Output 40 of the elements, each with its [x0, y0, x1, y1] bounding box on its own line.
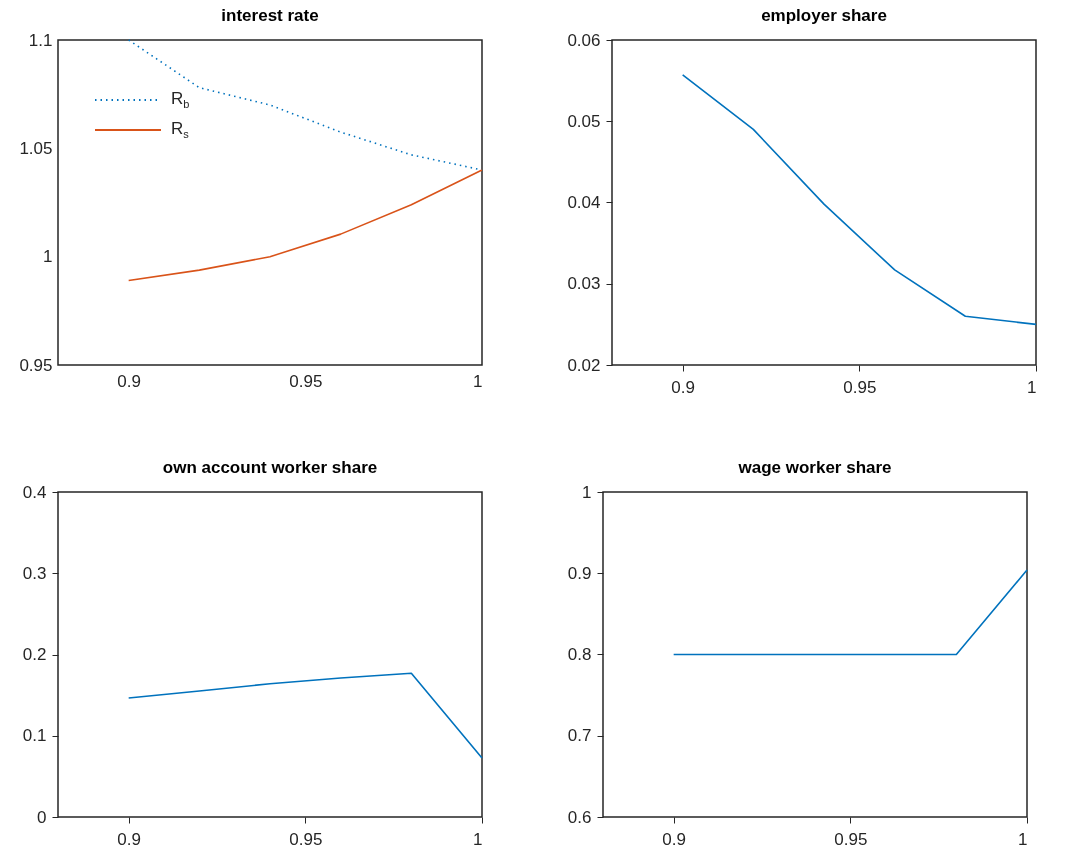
- y-tick-label: 0.95: [19, 355, 53, 375]
- line-series: [127, 672, 483, 759]
- x-tick-label: 0.95: [834, 829, 868, 849]
- legend-label: R$_{b}$: [171, 88, 190, 111]
- x-tick-label: 1: [1027, 377, 1037, 397]
- y-tick-label: 1.1: [28, 30, 53, 50]
- y-tick-label: 0.1: [22, 726, 47, 746]
- x-tick-label: 1: [473, 371, 483, 391]
- x-tick-label: 1: [473, 829, 483, 849]
- chart-title: wage worker share: [737, 458, 892, 477]
- y-tick-label: 0.9: [567, 563, 592, 583]
- y-tick-label: 0.4: [22, 482, 47, 502]
- y-tick-label: 0.7: [567, 726, 592, 746]
- x-tick-label: 0.95: [843, 377, 877, 397]
- chart-title: own account worker share: [162, 458, 378, 477]
- line-series: [127, 169, 483, 282]
- y-tick-label: 0.3: [22, 563, 47, 583]
- y-tick-label: 1: [43, 247, 53, 267]
- y-tick-label: 1.05: [19, 138, 53, 158]
- x-tick-label: 0.9: [117, 829, 141, 849]
- y-tick-label: 1: [582, 482, 592, 502]
- legend-label: R$_{s}$: [171, 118, 189, 141]
- y-tick-label: 0.8: [567, 645, 592, 664]
- y-tick-label: 0.2: [22, 645, 47, 664]
- chart-title: employer share: [761, 6, 887, 25]
- y-tick-label: 0: [37, 807, 47, 827]
- y-tick-label: 0.04: [567, 193, 601, 212]
- x-tick-label: 0.95: [289, 829, 323, 849]
- x-tick-label: 0.9: [117, 371, 141, 391]
- x-tick-label: 1: [1018, 829, 1028, 849]
- y-tick-label: 0.05: [567, 111, 601, 131]
- x-tick-label: 0.9: [662, 829, 686, 849]
- y-tick-label: 0.6: [567, 807, 592, 827]
- y-tick-label: 0.02: [567, 355, 601, 375]
- y-tick-label: 0.03: [567, 274, 601, 294]
- y-tick-label: 0.06: [567, 30, 601, 50]
- x-tick-label: 0.9: [671, 377, 695, 397]
- chart-title: interest rate: [221, 6, 319, 25]
- line-series: [681, 74, 1037, 326]
- x-tick-label: 0.95: [289, 371, 323, 391]
